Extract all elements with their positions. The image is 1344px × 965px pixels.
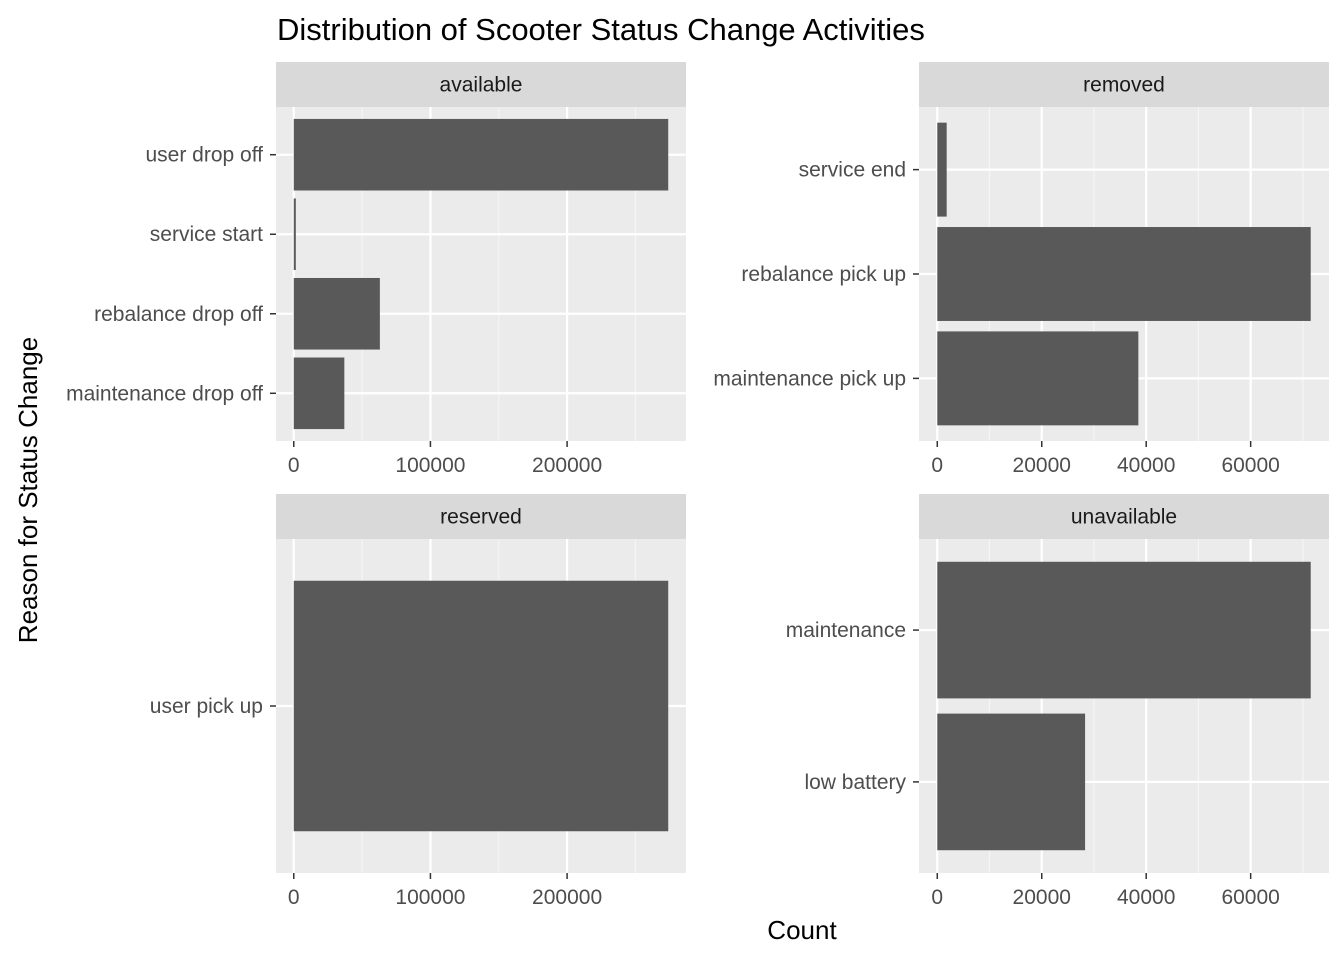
x-tick-label: 40000 bbox=[1117, 886, 1175, 909]
y-tick-label: service start bbox=[150, 223, 263, 246]
facet-panel-removed: removed service end rebalance pick up maint… bbox=[713, 62, 1329, 477]
x-tick-label: 20000 bbox=[1013, 454, 1071, 477]
facet-strip bbox=[276, 62, 686, 107]
bar-reserved-user-pick-up bbox=[293, 580, 669, 832]
y-tick-label: maintenance drop off bbox=[66, 382, 263, 405]
facet-strip bbox=[276, 494, 686, 539]
bar-available-service-start bbox=[293, 198, 296, 271]
bar-removed-rebalance-pick-up bbox=[937, 227, 1311, 321]
facet-strip bbox=[919, 62, 1329, 107]
x-tick-label: 60000 bbox=[1221, 454, 1279, 477]
x-tick-label: 100000 bbox=[395, 886, 465, 909]
x-tick-label: 200000 bbox=[532, 454, 602, 477]
y-tick-label: maintenance pick up bbox=[713, 367, 906, 390]
y-tick-label: user pick up bbox=[150, 695, 263, 718]
bar-unavailable-low-battery bbox=[937, 713, 1086, 851]
x-axis-title: Count bbox=[767, 915, 837, 945]
facet-strip-label: removed bbox=[1083, 74, 1165, 97]
bar-available-user-drop-off bbox=[293, 118, 669, 191]
y-tick-label: service end bbox=[799, 159, 906, 182]
bar-removed-service-end bbox=[937, 122, 947, 217]
x-tick-label: 0 bbox=[931, 886, 943, 909]
x-tick-label: 200000 bbox=[532, 886, 602, 909]
x-tick-label: 40000 bbox=[1117, 454, 1175, 477]
facet-panel-available: available user drop off service start rebal… bbox=[66, 62, 686, 477]
facet-strip-label: available bbox=[440, 74, 523, 97]
facet-panel-reserved: reserved user pick up 0 100000 200000 bbox=[150, 494, 686, 909]
x-tick-label: 100000 bbox=[395, 454, 465, 477]
bar-removed-maintenance-pick-up bbox=[937, 331, 1139, 426]
x-tick-label: 0 bbox=[288, 886, 300, 909]
y-tick-label: maintenance bbox=[786, 619, 906, 642]
x-tick-label: 0 bbox=[931, 454, 943, 477]
x-tick-label: 60000 bbox=[1221, 886, 1279, 909]
facet-strip-label: reserved bbox=[440, 506, 522, 529]
bar-unavailable-maintenance bbox=[937, 561, 1311, 699]
chart-title: Distribution of Scooter Status Change Ac… bbox=[277, 12, 925, 47]
bar-available-maintenance-drop-off bbox=[293, 357, 345, 430]
facet-panel-unavailable: unavailable maintenance low battery 0 20000 4… bbox=[786, 494, 1329, 909]
x-tick-label: 0 bbox=[288, 454, 300, 477]
y-tick-label: rebalance pick up bbox=[741, 263, 906, 286]
facet-strip-label: unavailable bbox=[1071, 506, 1177, 529]
y-axis-title: Reason for Status Change bbox=[13, 337, 43, 643]
y-tick-label: rebalance drop off bbox=[94, 303, 263, 326]
facet-panels: available user drop off service start rebal… bbox=[66, 62, 1329, 909]
x-tick-label: 20000 bbox=[1013, 886, 1071, 909]
facet-strip bbox=[919, 494, 1329, 539]
y-tick-label: user drop off bbox=[145, 144, 263, 167]
y-tick-label: low battery bbox=[804, 771, 906, 794]
bar-available-rebalance-drop-off bbox=[293, 277, 380, 350]
